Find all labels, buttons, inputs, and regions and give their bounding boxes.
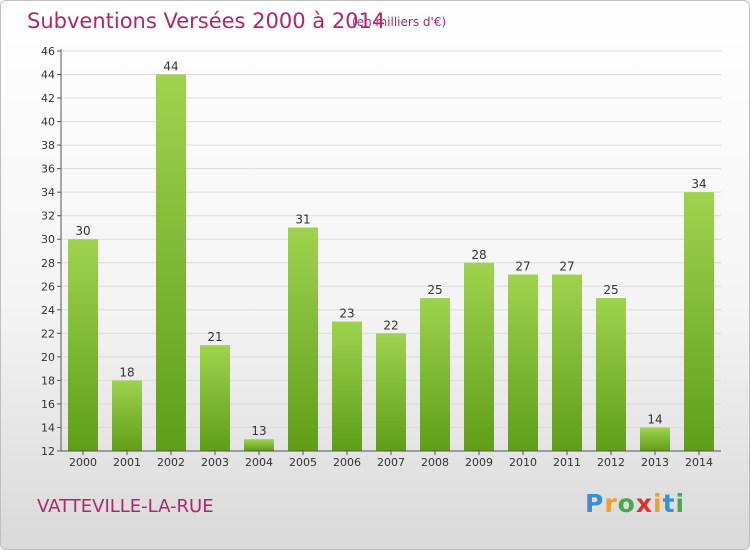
x-tick-label-2011: 2011 — [553, 456, 581, 469]
y-tick-label: 42 — [41, 92, 55, 105]
bar-2007 — [376, 333, 406, 451]
y-tick-label: 40 — [41, 116, 55, 129]
bar-2013 — [640, 427, 670, 451]
value-label-2006: 23 — [339, 307, 354, 321]
bars: 30 18 44 21 13 31 23 22 25 28 27 27 25 14 34 — [68, 60, 714, 452]
y-tick-label: 14 — [41, 421, 55, 434]
x-tick-label-2005: 2005 — [289, 456, 317, 469]
bar-2008 — [420, 298, 450, 451]
x-tick-label-2003: 2003 — [201, 456, 229, 469]
y-tick-label: 38 — [41, 139, 55, 152]
x-tick-label-2012: 2012 — [597, 456, 625, 469]
x-tick-label-2004: 2004 — [245, 456, 273, 469]
y-tick-label: 22 — [41, 327, 55, 340]
x-tick-label-2013: 2013 — [641, 456, 669, 469]
value-label-2005: 31 — [295, 212, 310, 226]
bar-2006 — [332, 321, 362, 451]
y-tick-label: 44 — [41, 69, 55, 82]
value-label-2009: 28 — [471, 248, 486, 262]
value-label-2004: 13 — [251, 424, 266, 438]
bar-2000 — [68, 239, 98, 451]
value-label-2013: 14 — [647, 412, 662, 426]
bar-2014 — [684, 192, 714, 452]
y-tick-label: 16 — [41, 398, 55, 411]
value-label-2002: 44 — [163, 60, 178, 74]
x-tick-label-2006: 2006 — [333, 456, 361, 469]
value-label-2007: 22 — [383, 318, 398, 332]
value-label-2001: 18 — [119, 365, 134, 379]
bar-2012 — [596, 298, 626, 451]
y-tick-label: 24 — [41, 304, 55, 317]
x-tick-label-2007: 2007 — [377, 456, 405, 469]
y-tick-label: 30 — [41, 233, 55, 246]
y-tick-label: 28 — [41, 257, 55, 270]
value-label-2003: 21 — [207, 330, 222, 344]
y-tick-label: 46 — [41, 45, 55, 58]
proxiti-logo[interactable]: Proxiti — [585, 489, 686, 518]
axes: 12 14 16 18 20 22 24 26 28 30 32 34 36 38 40 42 44 46 2000… — [41, 45, 721, 469]
chart-title: Subventions Versées 2000 à 2014 — [27, 9, 386, 33]
y-tick-label: 36 — [41, 163, 55, 176]
y-tick-label: 26 — [41, 280, 55, 293]
x-tick-label-2008: 2008 — [421, 456, 449, 469]
value-label-2000: 30 — [75, 224, 90, 238]
value-label-2012: 25 — [603, 283, 618, 297]
bar-2002 — [156, 74, 186, 451]
bar-2003 — [200, 345, 230, 451]
y-tick-label: 32 — [41, 210, 55, 223]
y-tick-label: 18 — [41, 374, 55, 387]
y-tick-label: 20 — [41, 351, 55, 364]
x-tick-label-2014: 2014 — [685, 456, 713, 469]
bar-2005 — [288, 227, 318, 451]
bar-2010 — [508, 274, 538, 451]
y-tick-label: 34 — [41, 186, 55, 199]
value-label-2010: 27 — [515, 260, 530, 274]
y-tick-label: 12 — [41, 445, 55, 458]
bar-2011 — [552, 274, 582, 451]
x-tick-label-2002: 2002 — [157, 456, 185, 469]
x-tick-label-2000: 2000 — [69, 456, 97, 469]
value-label-2008: 25 — [427, 283, 442, 297]
bar-2009 — [464, 262, 494, 451]
x-tick-label-2010: 2010 — [509, 456, 537, 469]
value-label-2011: 27 — [559, 260, 574, 274]
x-tick-label-2001: 2001 — [113, 456, 141, 469]
chart-unit: (en milliers d'€) — [352, 15, 447, 29]
bar-2004 — [244, 439, 274, 451]
bar-2001 — [112, 380, 142, 451]
value-label-2014: 34 — [691, 177, 706, 191]
commune-name: VATTEVILLE-LA-RUE — [37, 496, 214, 517]
x-tick-label-2009: 2009 — [465, 456, 493, 469]
